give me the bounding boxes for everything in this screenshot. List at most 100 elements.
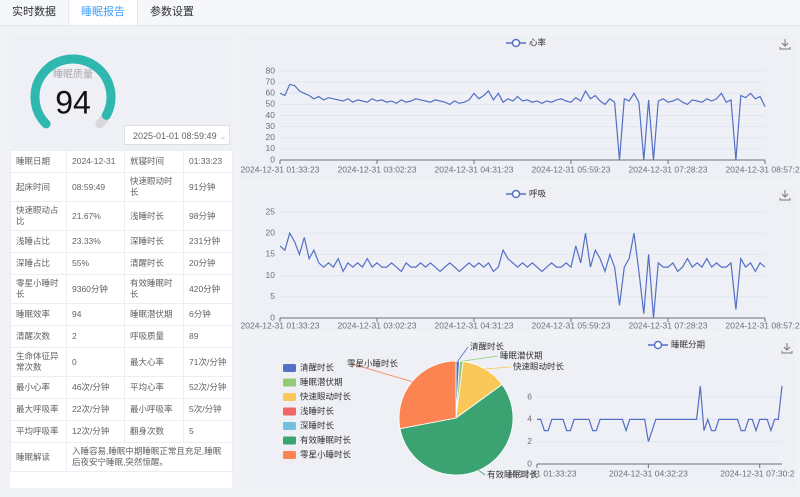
x-tick-label: 2024-12-31 01:33:23 (241, 164, 320, 174)
x-tick-label: 2024-12-31 07:28:23 (629, 320, 708, 330)
x-tick-label: 2024-12-31 03:02:23 (338, 164, 417, 174)
table-row: 睡眠解读 入睡容易,睡眠中期睡眠正常且充足,睡眠后夜安宁睡眠,突然惊醒。 (10, 442, 233, 472)
cell-key: 最大心率 (124, 347, 184, 377)
gauge-box: 睡眠质量 94 2025-01-01 08:59:49 ⌄ (10, 35, 232, 150)
tab-bar: 实时数据 睡眠报告 参数设置 (0, 0, 800, 26)
x-tick-label: 2024-12-31 05:59:23 (532, 164, 611, 174)
y-tick-label: 60 (266, 88, 276, 98)
tab[interactable]: 实时数据 (12, 6, 56, 18)
cell-value: 420分钟 (183, 274, 233, 304)
cell-key: 快速眼动时长 (124, 172, 184, 202)
table-row: 生命体征异常次数 0 最大心率 71次/分钟 (10, 347, 233, 377)
y-tick-label: 10 (266, 143, 276, 153)
x-tick-label: 2024-12-31 03:02:23 (338, 320, 417, 330)
y-tick-label: 80 (266, 65, 276, 75)
legend-swatch (283, 422, 296, 430)
cell-key: 睡眠解读 (10, 442, 67, 472)
pie-leader (461, 355, 499, 362)
y-tick-label: 0 (270, 154, 275, 164)
table-row: 最大呼吸率 22次/分钟 最小呼吸率 5次/分钟 (10, 398, 233, 421)
pie-label: 快速眼动时长 (513, 361, 565, 371)
x-tick-label: 2024-12-31 04:31:23 (435, 320, 514, 330)
cell-key: 起床时间 (10, 172, 67, 202)
legend-swatch (283, 378, 296, 387)
table-row: 深睡占比 55% 清醒时长 20分钟 (10, 252, 233, 275)
line-series (279, 83, 766, 161)
table-row: 清醒次数 2 呼吸质量 89 (10, 325, 233, 348)
pie-label: 零星小睡时长 (347, 358, 399, 368)
legend-swatch (283, 364, 296, 372)
pie-slice (399, 383, 514, 476)
legend-label: 深睡时长 (300, 420, 335, 430)
report-panel: 睡眠质量 94 2025-01-01 08:59:49 ⌄ 睡眠日期 2024-1… (10, 35, 233, 488)
cell-value: 71次/分钟 (183, 347, 233, 377)
y-tick-label: 6 (527, 391, 532, 401)
legend-label: 清醒时长 (300, 362, 335, 372)
y-tick-label: 2 (527, 436, 532, 446)
cell-key: 有效睡眠时长 (124, 274, 184, 304)
tab-active[interactable]: 睡眠报告 (68, 0, 138, 25)
gauge-title: 睡眠质量 (53, 68, 93, 81)
y-tick-label: 20 (266, 132, 276, 142)
x-tick-label: 2024-12-31 07:30:23 (720, 468, 799, 478)
legend-marker (511, 38, 521, 48)
x-tick-label: 2024-12-31 01:33:23 (498, 468, 577, 478)
legend-marker (653, 340, 663, 350)
legend-label: 睡眠潜伏期 (300, 377, 343, 387)
gauge-value-arc (30, 54, 116, 129)
legend-label: 心率 (529, 37, 547, 47)
x-tick-label: 2024-12-31 08:57:23 (726, 164, 800, 174)
y-tick-label: 0 (270, 312, 275, 322)
gauge-value: 94 (55, 84, 91, 120)
legend-label: 快速眼动时长 (300, 391, 352, 401)
legend-label: 呼吸 (529, 188, 547, 198)
cell-value: 入睡容易,睡眠中期睡眠正常且充足,睡眠后夜安宁睡眠,突然惊醒。 (66, 442, 233, 472)
cell-value: 21.67% (66, 201, 125, 231)
line-series (537, 385, 783, 442)
cell-value: 98分钟 (183, 201, 233, 231)
y-tick-label: 4 (527, 414, 532, 424)
y-tick-label: 50 (266, 99, 276, 109)
legend-swatch (283, 451, 296, 459)
date-picker[interactable]: 2025-01-01 08:59:49 ⌄ (124, 125, 230, 145)
cell-key: 零星小睡时长 (10, 274, 67, 304)
stage-axis-labels: 2024-12-31 01:33:23 2024-12-31 04:32:23 20… (498, 468, 799, 478)
x-tick-label: 2024-12-31 08:57:23 (726, 320, 800, 330)
table-row: 起床时间 08:59:49 快速眼动时长 91分钟 (10, 172, 233, 202)
tab[interactable]: 参数设置 (150, 6, 194, 18)
x-tick-label: 2024-12-31 04:32:23 (609, 468, 688, 478)
report-table: 睡眠日期 2024-12-31 就寝时间 01:33:23 起床时间 08:59:49 快速… (10, 150, 233, 472)
table-row: 浅睡占比 23.33% 深睡时长 231分钟 (10, 230, 233, 253)
line-series (279, 231, 766, 319)
legend-swatch (283, 407, 296, 416)
legend-marker (511, 189, 521, 199)
pie-slice (398, 360, 457, 430)
pie-leader (478, 469, 486, 476)
y-tick-label: 30 (266, 121, 276, 131)
download-icon[interactable] (781, 343, 793, 354)
panel-heart (241, 35, 795, 180)
download-icons (779, 39, 793, 354)
download-icon[interactable] (779, 190, 791, 201)
y-tick-label: 25 (266, 206, 276, 216)
gauge: 睡眠质量 94 (30, 54, 116, 129)
y-tick-label: 5 (270, 291, 275, 301)
y-tick-label: 70 (266, 76, 276, 86)
legend-swatch (283, 436, 296, 445)
x-tick-label: 2024-12-31 01:33:23 (241, 320, 320, 330)
x-tick-label: 2024-12-31 04:31:23 (435, 164, 514, 174)
panel-breath (241, 186, 795, 331)
y-tick-label: 0 (527, 458, 532, 468)
cell-value: 91分钟 (183, 172, 233, 202)
legend-label: 浅睡时长 (300, 406, 335, 416)
date-text: 2025-01-01 08:59:49 (133, 131, 217, 141)
y-tick-label: 15 (266, 249, 276, 259)
legend-swatch (283, 393, 296, 401)
y-tick-label: 20 (266, 227, 276, 237)
download-icon[interactable] (779, 39, 791, 50)
pie-label: 睡眠潜伏期 (500, 350, 543, 360)
pie-label: 有效睡眠时长 (487, 469, 539, 479)
table-row: 快速眼动占比 21.67% 浅睡时长 98分钟 (10, 201, 233, 231)
legend-label: 零星小睡时长 (300, 449, 352, 459)
